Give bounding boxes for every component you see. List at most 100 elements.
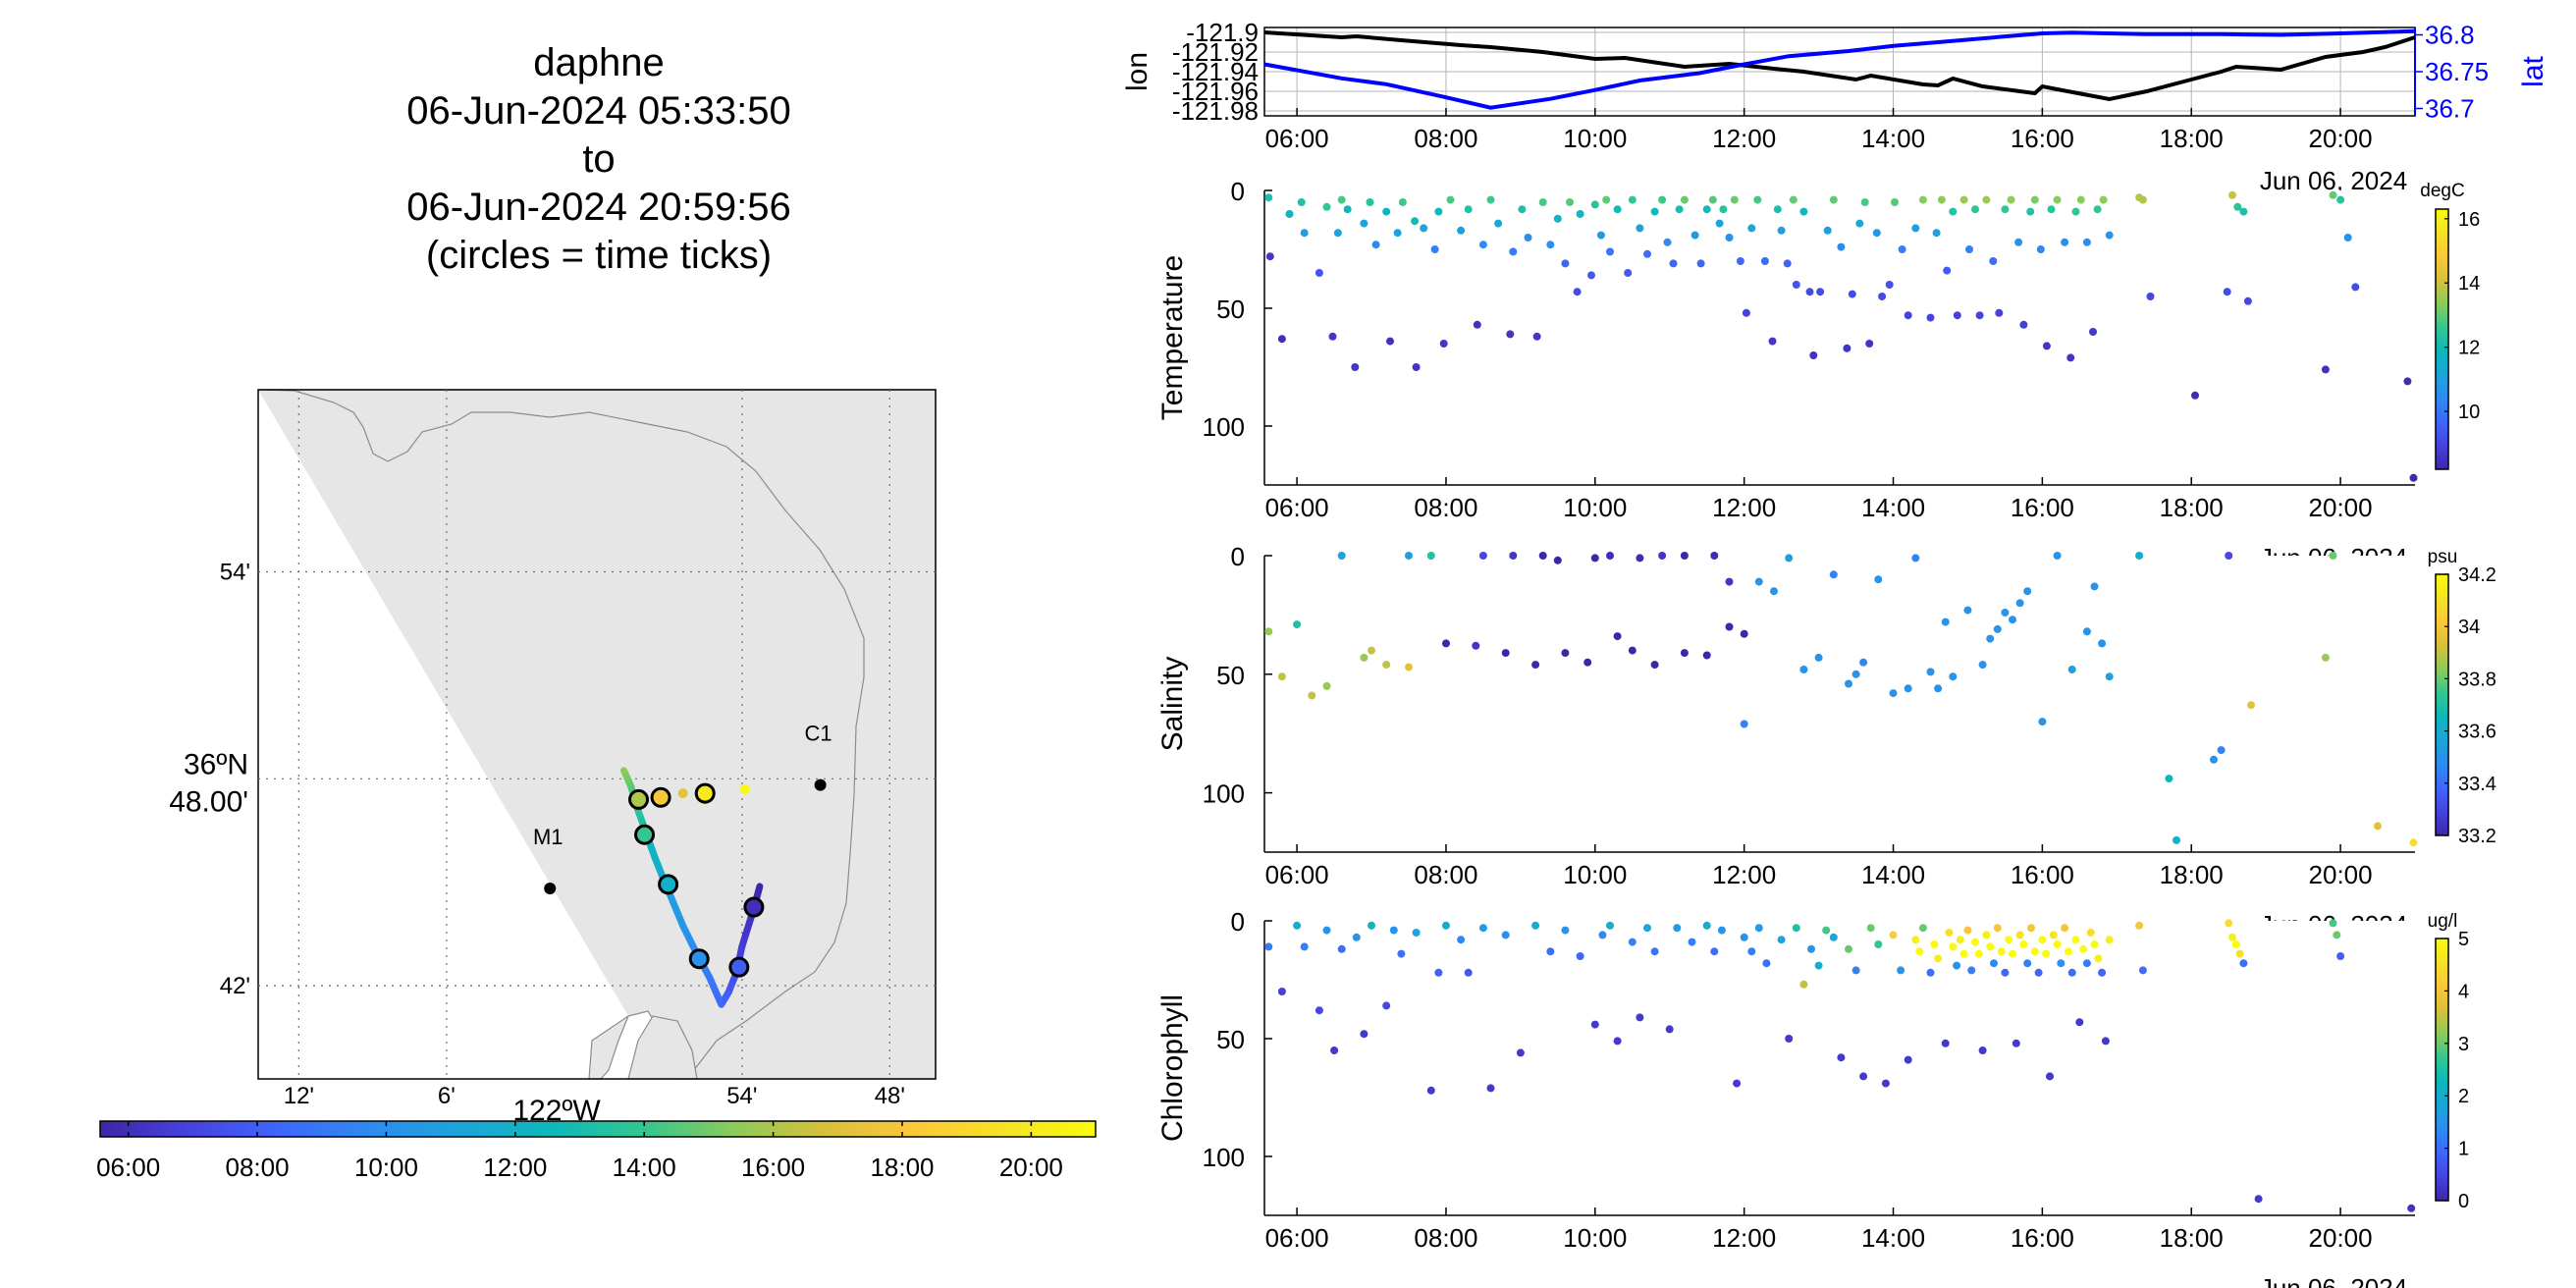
data-point bbox=[1277, 335, 1286, 344]
scatter-plot-bg bbox=[1264, 556, 2415, 852]
data-point bbox=[1845, 944, 1852, 953]
time-tick-circle bbox=[728, 956, 750, 978]
data-point bbox=[1710, 947, 1719, 956]
time-axis-label: 10:00 bbox=[1563, 860, 1627, 889]
data-point bbox=[2374, 822, 2382, 831]
data-point bbox=[2351, 283, 2360, 292]
lonlat-plot-bg bbox=[1264, 27, 2415, 116]
data-point bbox=[1911, 554, 1920, 563]
data-point bbox=[1949, 942, 1958, 951]
data-point bbox=[1855, 219, 1864, 228]
map-lat-label: 54' bbox=[220, 560, 250, 586]
data-point bbox=[1898, 245, 1906, 253]
data-point bbox=[2105, 936, 2114, 944]
data-point bbox=[1596, 231, 1605, 240]
data-point bbox=[2009, 616, 2016, 624]
data-point bbox=[1573, 288, 1582, 296]
data-point bbox=[1457, 226, 1466, 235]
data-point bbox=[1397, 949, 1406, 958]
data-point bbox=[1322, 681, 1331, 690]
data-point bbox=[1725, 622, 1734, 631]
data-point bbox=[1561, 926, 1570, 935]
data-point bbox=[1531, 661, 1540, 670]
data-point bbox=[1486, 195, 1495, 204]
data-point bbox=[2329, 919, 2337, 928]
map-lat-label: 42' bbox=[220, 973, 250, 999]
data-point bbox=[1814, 961, 1823, 970]
data-point bbox=[1412, 363, 1421, 371]
data-point bbox=[1874, 575, 1883, 584]
data-point bbox=[2014, 238, 2023, 246]
data-point bbox=[2098, 639, 2107, 648]
lon-tick-label: -121.98 bbox=[1172, 96, 1259, 126]
map-lat-label-min: 48.00' bbox=[169, 785, 248, 818]
data-point bbox=[1277, 672, 1286, 681]
data-point bbox=[2075, 1018, 2084, 1027]
scatter-y-tick-label: 50 bbox=[1216, 295, 1245, 324]
data-point bbox=[1285, 210, 1294, 218]
data-point bbox=[2105, 231, 2114, 240]
data-point bbox=[1308, 691, 1316, 700]
data-point bbox=[1613, 205, 1622, 214]
data-point bbox=[1524, 234, 1532, 242]
data-point bbox=[1963, 606, 1972, 615]
time-axis-label: 12:00 bbox=[1712, 124, 1776, 153]
data-point bbox=[1561, 259, 1570, 268]
data-point bbox=[1885, 281, 1894, 289]
data-point bbox=[1546, 241, 1555, 249]
time-axis-label: 12:00 bbox=[1712, 1223, 1776, 1253]
data-point bbox=[1889, 689, 1898, 698]
track-point bbox=[739, 783, 750, 794]
data-point bbox=[1715, 219, 1724, 228]
data-point bbox=[1845, 679, 1852, 688]
track-point bbox=[677, 788, 688, 799]
time-axis-label: 06:00 bbox=[1265, 1223, 1329, 1253]
data-point bbox=[1628, 195, 1637, 204]
lon-tick-label: -121.9 bbox=[1186, 18, 1259, 47]
data-point bbox=[2067, 666, 2076, 673]
data-point bbox=[1941, 1039, 1950, 1047]
colorbar-tick-label: 16 bbox=[2458, 209, 2480, 231]
time-axis-label: 18:00 bbox=[2160, 493, 2224, 522]
data-point bbox=[1859, 1072, 1868, 1081]
data-point bbox=[2329, 190, 2337, 199]
date-label: Jun 06, 2024 bbox=[2260, 1273, 2407, 1288]
data-point bbox=[2027, 924, 2035, 933]
data-point bbox=[1799, 666, 1808, 673]
data-point bbox=[1602, 195, 1611, 204]
data-point bbox=[1680, 649, 1689, 658]
data-point bbox=[1478, 924, 1487, 933]
data-point bbox=[1590, 200, 1599, 209]
data-point bbox=[1963, 926, 1972, 935]
data-point bbox=[1859, 658, 1868, 667]
data-point bbox=[2247, 701, 2255, 710]
data-point bbox=[1382, 1001, 1391, 1010]
scatter-y-tick-label: 50 bbox=[1216, 1025, 1245, 1054]
data-point bbox=[1792, 924, 1800, 933]
title-end: 06-Jun-2024 20:59:56 bbox=[406, 186, 791, 229]
data-point bbox=[2093, 205, 2102, 214]
data-point bbox=[1945, 929, 1954, 937]
data-point bbox=[1852, 966, 1860, 975]
data-point bbox=[1762, 959, 1771, 968]
data-point bbox=[1829, 570, 1838, 579]
data-point bbox=[1337, 195, 1346, 204]
data-point bbox=[1628, 938, 1637, 946]
data-point bbox=[1636, 554, 1644, 563]
time-axis-label: 14:00 bbox=[1861, 860, 1925, 889]
data-point bbox=[1754, 577, 1763, 586]
data-point bbox=[1918, 195, 1927, 204]
data-point bbox=[1613, 632, 1622, 641]
data-point bbox=[1809, 351, 1818, 359]
title-platform: daphne bbox=[533, 41, 665, 84]
data-point bbox=[2409, 838, 2418, 847]
data-point bbox=[1829, 933, 1838, 941]
data-point bbox=[2086, 929, 2095, 937]
data-point bbox=[1628, 646, 1637, 655]
time-axis-label: 08:00 bbox=[1414, 1223, 1477, 1253]
data-point bbox=[2225, 919, 2233, 928]
data-point bbox=[2009, 949, 2016, 958]
lonlat-frame bbox=[1263, 27, 2416, 117]
data-point bbox=[2409, 473, 2418, 482]
data-point bbox=[2030, 947, 2039, 956]
